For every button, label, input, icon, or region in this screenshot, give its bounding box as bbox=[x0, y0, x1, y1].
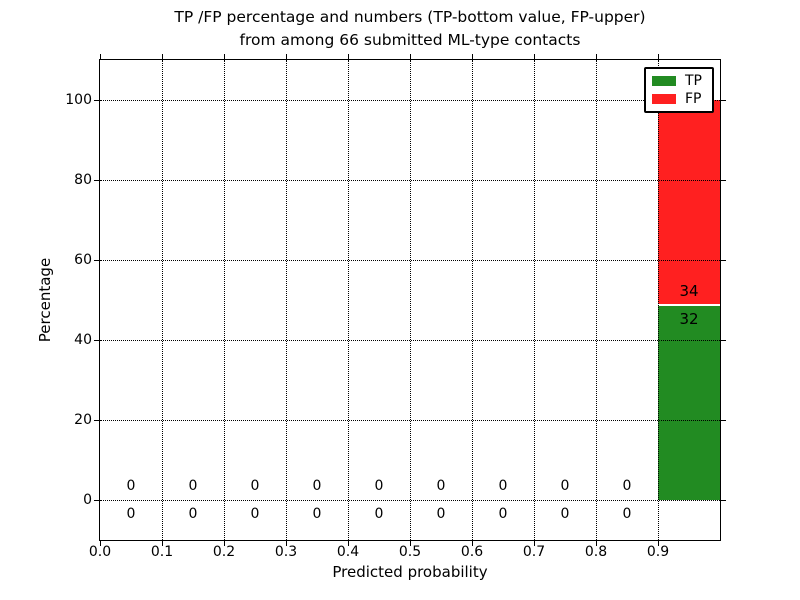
y-gridline bbox=[100, 500, 720, 501]
tp-zero-label: 0 bbox=[374, 506, 384, 522]
chart-title-line2: from among 66 submitted ML-type contacts bbox=[239, 31, 581, 49]
x-axis-label: Predicted probability bbox=[332, 563, 488, 581]
y-tick-label: 0 bbox=[83, 492, 92, 508]
x-tick-label: 0.5 bbox=[398, 544, 422, 560]
x-gridline bbox=[286, 60, 287, 540]
x-gridline bbox=[348, 60, 349, 540]
bar-separator bbox=[658, 304, 720, 306]
y-tick-label: 100 bbox=[65, 92, 92, 108]
tp-legend-swatch-icon bbox=[652, 76, 676, 86]
x-tick-label: 0.0 bbox=[88, 544, 112, 560]
y-axis-ticks-left bbox=[94, 60, 99, 540]
fp-zero-label: 0 bbox=[126, 478, 136, 494]
tp-legend-label: TP bbox=[685, 73, 702, 89]
tp-zero-label: 0 bbox=[622, 506, 632, 522]
legend: TP FP bbox=[644, 67, 714, 113]
legend-entry-tp: TP bbox=[652, 73, 706, 89]
x-tick-label: 0.8 bbox=[584, 544, 608, 560]
fp-zero-label: 0 bbox=[560, 478, 570, 494]
chart-title: TP /FP percentage and numbers (TP-bottom… bbox=[100, 6, 720, 52]
x-gridline bbox=[224, 60, 225, 540]
x-tick-label: 0.4 bbox=[336, 544, 360, 560]
y-gridline bbox=[100, 100, 720, 101]
y-gridline bbox=[100, 340, 720, 341]
fp-zero-label: 0 bbox=[498, 478, 508, 494]
fp-zero-label: 0 bbox=[436, 478, 446, 494]
x-tick-label: 0.7 bbox=[522, 544, 546, 560]
tp-count-label: 32 bbox=[679, 310, 699, 328]
fp-zero-label: 0 bbox=[250, 478, 260, 494]
x-tick-label: 0.9 bbox=[646, 544, 670, 560]
x-axis-ticks-top bbox=[100, 54, 720, 59]
tp-zero-label: 0 bbox=[126, 506, 136, 522]
fp-bar-segment bbox=[658, 100, 720, 304]
tp-zero-label: 0 bbox=[436, 506, 446, 522]
y-tick-label: 20 bbox=[74, 412, 92, 428]
y-axis-label: Percentage bbox=[36, 257, 54, 343]
x-tick-label: 0.3 bbox=[274, 544, 298, 560]
fp-count-label: 34 bbox=[679, 282, 699, 300]
tp-zero-label: 0 bbox=[250, 506, 260, 522]
tp-zero-label: 0 bbox=[560, 506, 570, 522]
fp-zero-label: 0 bbox=[622, 478, 632, 494]
fp-legend-swatch-icon bbox=[652, 94, 676, 104]
y-tick-label: 80 bbox=[74, 172, 92, 188]
fp-zero-label: 0 bbox=[312, 478, 322, 494]
tp-bar-segment bbox=[658, 306, 720, 500]
fp-zero-label: 0 bbox=[188, 478, 198, 494]
x-tick-label: 0.1 bbox=[150, 544, 174, 560]
tp-zero-label: 0 bbox=[312, 506, 322, 522]
fp-legend-label: FP bbox=[685, 91, 702, 107]
y-gridline bbox=[100, 420, 720, 421]
tp-zero-label: 0 bbox=[188, 506, 198, 522]
y-gridline bbox=[100, 260, 720, 261]
y-tick-label: 40 bbox=[74, 332, 92, 348]
x-gridline bbox=[410, 60, 411, 540]
x-gridline bbox=[596, 60, 597, 540]
x-gridline bbox=[472, 60, 473, 540]
x-gridline bbox=[658, 60, 659, 540]
y-gridline bbox=[100, 180, 720, 181]
plot-area: 34 32 0 0 0 0 0 0 0 0 0 0 0 0 0 0 0 0 0 … bbox=[99, 59, 721, 541]
y-tick-label: 60 bbox=[74, 252, 92, 268]
legend-entry-fp: FP bbox=[652, 91, 706, 107]
x-tick-label: 0.2 bbox=[212, 544, 236, 560]
tp-zero-label: 0 bbox=[498, 506, 508, 522]
x-gridline bbox=[534, 60, 535, 540]
chart-title-line1: TP /FP percentage and numbers (TP-bottom… bbox=[174, 8, 646, 26]
x-axis-ticks-bottom bbox=[100, 541, 720, 546]
fp-zero-label: 0 bbox=[374, 478, 384, 494]
y-axis-ticks-right bbox=[721, 60, 726, 540]
x-gridline bbox=[162, 60, 163, 540]
x-tick-label: 0.6 bbox=[460, 544, 484, 560]
